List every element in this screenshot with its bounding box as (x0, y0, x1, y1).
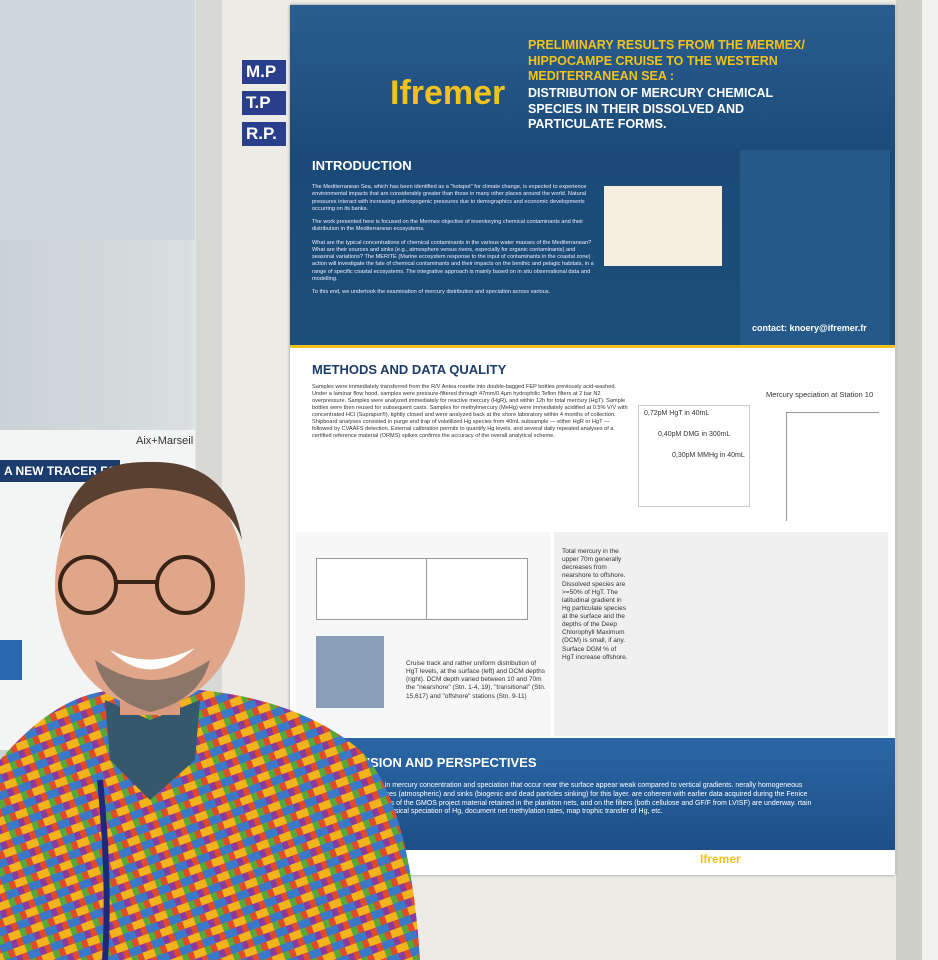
intro-paragraph: The Mediterranean Sea, which has been id… (312, 184, 587, 212)
volume-label: 0,30pM MMHg in 40mL (672, 452, 745, 459)
poster-title: PRELIMINARY RESULTS FROM THE MERMEX/ HIP… (528, 38, 805, 84)
contact: contact: knoery@ifremer.fr (752, 323, 867, 333)
conclusion-heading: NCLUSION AND PERSPECTIVES (334, 755, 537, 770)
authors-panel (740, 150, 890, 345)
map-surface (316, 558, 428, 620)
methods-heading: METHODS AND DATA QUALITY (312, 362, 507, 377)
volume-label: 0,72pM HgT in 40mL (644, 410, 710, 417)
chart-title: Mercury speciation at Station 10 (766, 390, 874, 399)
intro-paragraph: To this end, we undertook the examinatio… (312, 289, 551, 296)
sampling-figure (638, 405, 750, 507)
intro-body: The Mediterranean Sea, which has been id… (312, 184, 597, 302)
left-logo: Aix+Marseil (136, 435, 194, 447)
methods-text: Samples were immediately transferred fro… (312, 384, 628, 439)
total-text: Total mercury in the upper 70m generally… (562, 548, 628, 661)
poster-subtitle: DISTRIBUTION OF MERCURY CHEMICAL SPECIES… (528, 86, 773, 132)
volumes: 0,72pM HgT in 40mL 0,40pM DMG in 300mL 0,3… (644, 410, 745, 473)
intro-figure (604, 186, 722, 266)
board-frame (896, 0, 922, 960)
map-dcm (426, 558, 528, 620)
side-labels: M.P T.P R.P. (242, 60, 286, 153)
volume-label: 0,40pM DMG in 300mL (658, 431, 731, 438)
map-text: Cruise track and rather uniform distribu… (406, 660, 546, 700)
depth-panel (554, 532, 888, 736)
conclusion-text: ces in mercury concentration and speciat… (372, 782, 812, 816)
intro-heading: INTRODUCTION (312, 158, 412, 173)
side-label: M.P (242, 60, 286, 84)
cruise-map (316, 636, 384, 708)
intro-paragraph: What are the typical concentrations of c… (312, 239, 594, 282)
left-block (0, 640, 22, 680)
intro-paragraph: The work presented here is focused on th… (312, 219, 584, 233)
poster-logo: Ifremer (390, 74, 506, 112)
left-banner-bg (0, 460, 120, 482)
footer-logo: Ifremer (700, 852, 741, 866)
divider (290, 345, 895, 348)
speciation-axes (786, 412, 879, 521)
side-label: T.P (242, 91, 286, 115)
side-label: R.P. (242, 122, 286, 146)
wall-window (0, 0, 195, 240)
